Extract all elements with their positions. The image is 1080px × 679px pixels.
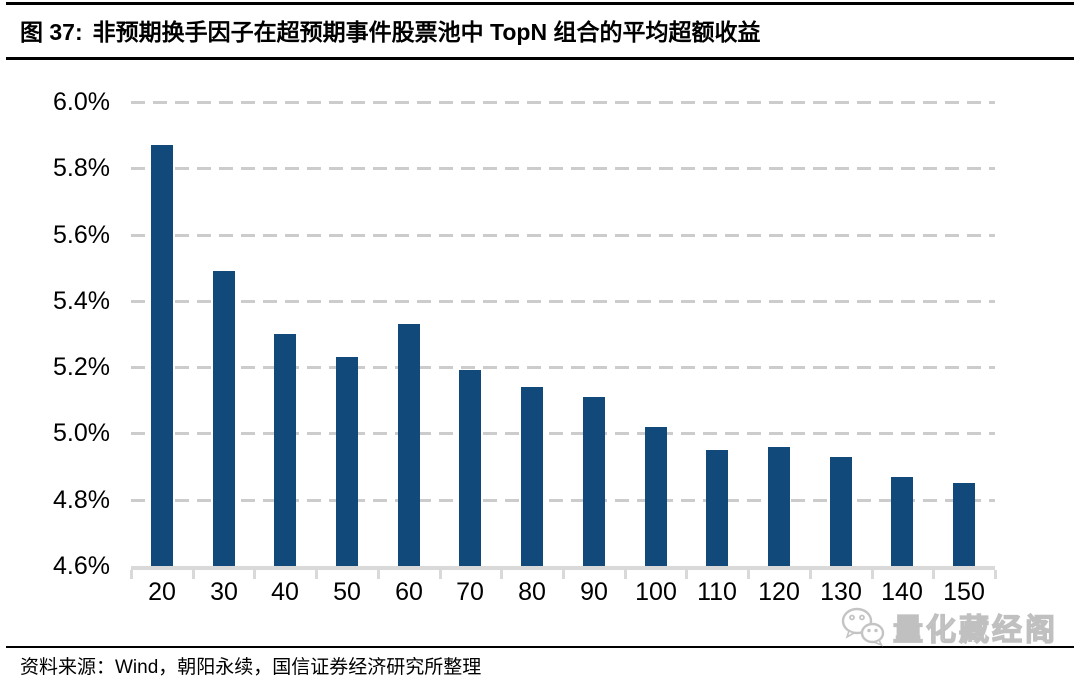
gridline [131,432,995,436]
y-axis-tick-label: 4.6% [53,552,110,580]
x-axis-tick-label: 150 [943,578,985,606]
x-axis-tick [500,570,503,579]
x-axis-tick [439,570,442,579]
bar [953,483,975,567]
bar [830,456,852,567]
x-axis-tick-label: 130 [820,578,862,606]
x-axis-tick [562,570,565,579]
x-axis-tick-label: 80 [518,578,546,606]
figure-title-text: 非预期换手因子在超预期事件股票池中 TopN 组合的平均超额收益 [92,19,761,45]
y-axis-tick-label: 6.0% [53,88,110,116]
source-note: 资料来源：Wind，朝阳永续，国信证券经济研究所整理 [20,657,482,678]
x-axis-tick [130,570,133,579]
x-axis-tick-label: 50 [333,578,361,606]
x-axis-tick-label: 140 [881,578,923,606]
bar [151,145,173,567]
x-axis-tick [747,570,750,579]
x-axis-tick-label: 60 [395,578,423,606]
wechat-icon [841,607,885,647]
figure-number-label: 图 37: [20,19,83,45]
bar [398,324,420,567]
x-axis-line [131,566,995,570]
y-axis-tick-label: 5.0% [53,419,110,448]
x-axis-tick [377,570,380,579]
gridline [131,366,995,370]
x-axis-tick [809,570,812,579]
x-axis-tick-label: 30 [210,578,238,606]
bar [768,446,790,567]
x-axis-tick [685,570,688,579]
x-axis-tick [192,570,195,579]
x-axis-tick [871,570,874,579]
x-axis-tick [253,570,256,579]
bar [336,357,358,567]
gridline [131,233,995,237]
y-axis-tick-label: 5.8% [53,154,110,183]
bar [891,476,913,567]
gridline [131,299,995,303]
y-axis-tick-label: 5.6% [53,220,110,249]
bar [213,271,235,567]
x-axis-tick [932,570,935,579]
bar [521,387,543,567]
bar [459,370,481,567]
x-axis-tick [994,570,997,579]
x-axis-tick-label: 120 [758,578,800,606]
x-axis-tick [624,570,627,579]
bar [583,396,605,567]
y-axis-tick-label: 5.4% [53,286,110,315]
watermark: 量化藏经阁 [839,606,1058,648]
x-axis-tick-label: 100 [635,578,677,606]
x-axis-tick-label: 90 [580,578,608,606]
gridline [131,498,995,502]
x-axis-tick-label: 20 [148,578,176,606]
x-axis-tick-label: 110 [697,578,737,606]
footer-rule [6,646,1074,648]
bar [706,450,728,567]
gridline [131,101,995,104]
x-axis-tick-label: 40 [271,578,299,606]
watermark-text: 量化藏经阁 [892,613,1058,647]
y-axis-tick-label: 4.8% [53,485,110,514]
x-axis-tick [315,570,318,579]
x-axis-tick-label: 70 [456,578,484,606]
bar [274,334,296,567]
figure-title: 图 37: 非预期换手因子在超预期事件股票池中 TopN 组合的平均超额收益 [20,13,1070,47]
y-axis-tick-label: 5.2% [53,353,110,382]
title-underline-rule [6,57,1074,60]
gridline [131,167,995,171]
top-rule [6,2,1074,5]
bar [645,426,667,567]
